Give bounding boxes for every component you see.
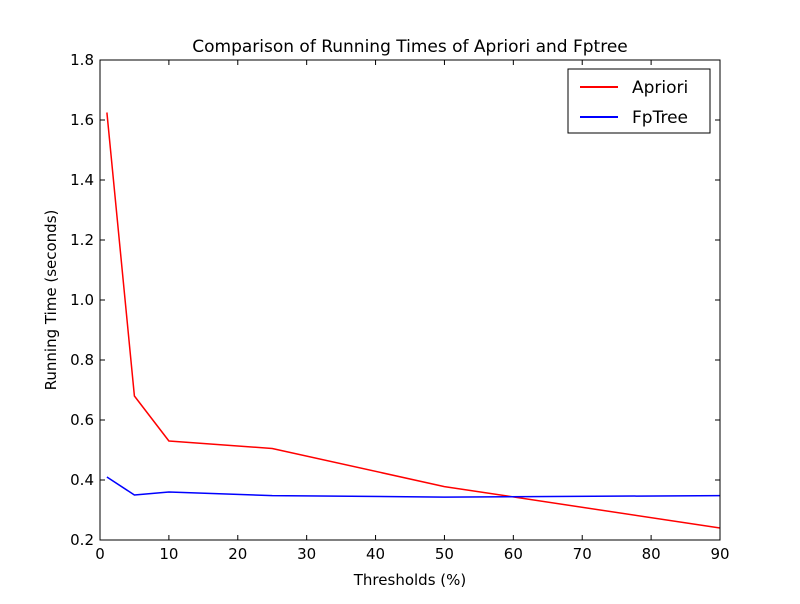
- series-layer: [106, 112, 721, 529]
- x-tick-label: 60: [504, 545, 523, 563]
- x-tick-label: 50: [435, 545, 454, 563]
- legend: Apriori FpTree: [567, 68, 711, 134]
- x-tick-label: 0: [95, 545, 105, 563]
- x-tick-label: 90: [710, 545, 729, 563]
- x-tick-label: 20: [228, 545, 247, 563]
- series-line-fptree: [106, 476, 721, 498]
- y-tick-label: 1.0: [70, 291, 94, 309]
- x-tick-label: 70: [573, 545, 592, 563]
- y-tick-label: 1.2: [70, 231, 94, 249]
- y-tick-label: 1.4: [70, 171, 94, 189]
- series-line-apriori: [106, 112, 721, 529]
- y-axis-label: Running Time (seconds): [42, 210, 60, 391]
- legend-label-fptree: FpTree: [632, 108, 688, 128]
- y-tick-label: 0.8: [70, 351, 94, 369]
- y-tick-label: 0.6: [70, 411, 94, 429]
- x-tick-label: 10: [159, 545, 178, 563]
- legend-box: [567, 68, 711, 134]
- x-axis-label: Thresholds (%): [353, 571, 466, 589]
- legend-label-apriori: Apriori: [632, 78, 688, 98]
- ticks-layer: 0 10 20 30 40 50 60 70 80 90 0.2 0.4 0.6 0.8 1.0 1.2 1.4…: [70, 51, 729, 563]
- y-tick-label: 0.4: [70, 471, 94, 489]
- x-tick-label: 40: [366, 545, 385, 563]
- chart-title: Comparison of Running Times of Apriori a…: [192, 37, 628, 57]
- x-tick-label: 30: [297, 545, 316, 563]
- y-tick-label: 1.8: [70, 51, 94, 69]
- y-tick-label: 1.6: [70, 111, 94, 129]
- plot-frame: [99, 59, 721, 541]
- y-tick-label: 0.2: [70, 531, 94, 549]
- x-tick-label: 80: [642, 545, 661, 563]
